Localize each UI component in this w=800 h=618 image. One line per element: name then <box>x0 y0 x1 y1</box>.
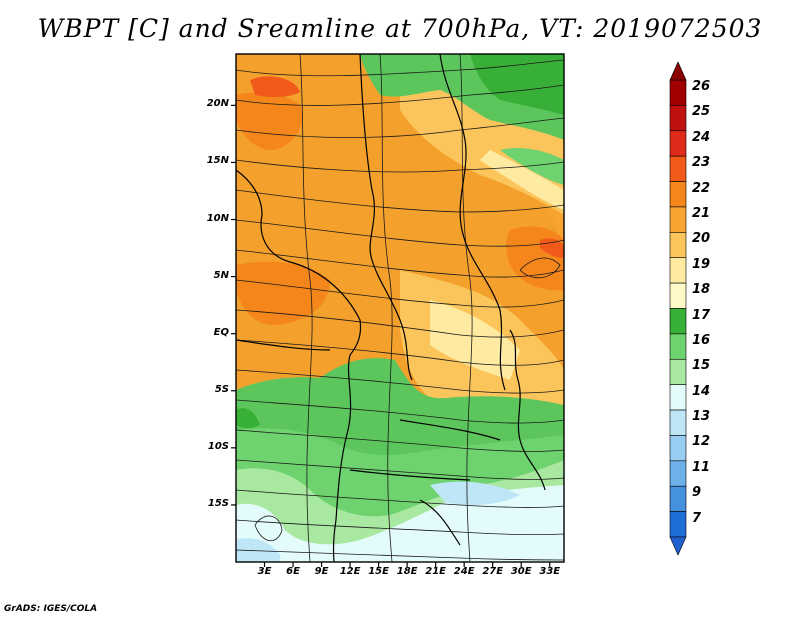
lon-label: 27E <box>482 566 504 577</box>
field-deeporange-west <box>236 261 330 325</box>
field-darkgreen-west <box>236 408 260 429</box>
field-red-nw <box>250 76 300 97</box>
lat-label: 10N <box>206 212 229 224</box>
colorbar-swatch <box>669 206 687 233</box>
lat-label: 15N <box>206 155 229 167</box>
lon-label: 9E <box>314 566 329 577</box>
colorbar-swatch <box>669 435 687 462</box>
colorbar-swatch <box>669 308 687 335</box>
lat-label: 5N <box>213 269 229 281</box>
colorbar-label: 17 <box>692 307 711 323</box>
lon-label: 18E <box>396 566 418 577</box>
colorbar-label: 24 <box>692 129 711 145</box>
lon-label: 30E <box>510 566 532 577</box>
chart-title: WBPT [C] and Sreamline at 700hPa, VT: 20… <box>37 14 763 43</box>
colorbar-label: 11 <box>692 459 711 475</box>
colorbar-swatch <box>669 460 687 487</box>
lon-label: 12E <box>339 566 361 577</box>
colorbar-swatch <box>669 358 687 385</box>
colorbar-swatch <box>669 155 687 182</box>
boundaries <box>236 54 546 562</box>
axis-ticks <box>231 104 551 567</box>
colorbar-label: 15 <box>692 358 711 374</box>
colorbar-label: 9 <box>692 485 702 501</box>
colorbar-label: 23 <box>692 155 711 171</box>
colorbar <box>669 61 687 556</box>
colorbar-swatch <box>669 181 687 208</box>
colorbar-swatch <box>669 511 687 538</box>
colorbar-swatch <box>669 485 687 512</box>
colorbar-label: 14 <box>692 383 711 399</box>
field-darkgreen-ne <box>470 54 564 115</box>
colorbar-label: 20 <box>692 231 711 247</box>
field-lightyellow-ne <box>480 150 564 210</box>
colorbar-swatch <box>669 282 687 309</box>
colorbar-swatch <box>669 105 687 132</box>
colorbar-swatch <box>669 130 687 157</box>
map-frame <box>235 53 565 563</box>
colorbar-label: 7 <box>692 510 702 526</box>
colorbar-swatch <box>669 79 687 106</box>
lon-label: 15E <box>368 566 389 577</box>
lon-label: 24E <box>453 566 475 577</box>
field-blue-sw <box>236 538 280 562</box>
lon-label: 6E <box>286 566 300 577</box>
field-lightyellow-east <box>430 300 520 380</box>
colorbar-label: 22 <box>692 180 711 196</box>
colorbar-label: 16 <box>692 332 711 348</box>
colorbar-label: 13 <box>692 409 711 425</box>
lat-label: 10S <box>207 440 229 452</box>
credit-text: GrADS: IGES/COLA <box>4 604 98 614</box>
lon-label: 33E <box>539 566 561 577</box>
lon-label: 3E <box>257 566 272 577</box>
lat-label: EQ <box>213 326 229 338</box>
colorbar-swatch <box>669 232 687 259</box>
field-green-patch <box>500 148 564 185</box>
colorbar-min-arrow <box>669 536 687 556</box>
lon-label: 21E <box>425 566 447 577</box>
colorbar-label: 21 <box>692 205 711 221</box>
colorbar-swatch <box>669 384 687 411</box>
streamlines <box>236 54 564 562</box>
field-deeporange-nw <box>236 92 303 150</box>
colorbar-label: 26 <box>692 79 711 94</box>
colorbar-swatch <box>669 333 687 360</box>
lat-label: 20N <box>206 98 229 110</box>
colorbar-swatch <box>669 409 687 436</box>
lat-label: 5S <box>214 383 229 395</box>
colorbar-swatch <box>669 257 687 284</box>
colorbar-label: 25 <box>692 104 711 120</box>
colorbar-label: 12 <box>692 434 711 450</box>
colorbar-max-arrow <box>669 61 687 81</box>
lat-label: 15S <box>207 497 229 509</box>
colorbar-label: 19 <box>692 256 711 272</box>
field-blue-south <box>430 481 520 506</box>
colorbar-label: 18 <box>692 282 711 298</box>
